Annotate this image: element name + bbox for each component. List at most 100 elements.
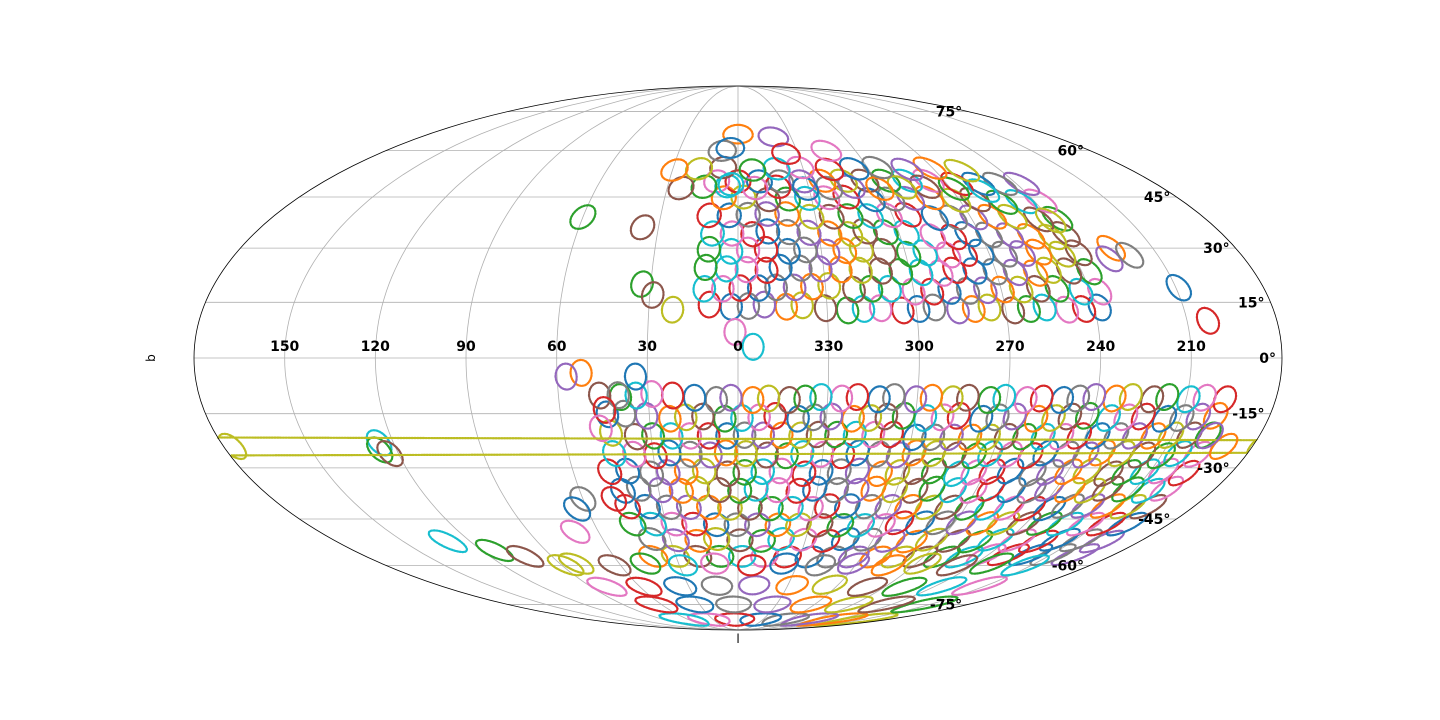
field-footprint (740, 220, 766, 248)
field-footprint (1091, 475, 1125, 502)
field-footprint (793, 384, 817, 413)
field-footprint (754, 187, 782, 213)
field-footprint (951, 239, 979, 268)
field-footprint (639, 511, 668, 537)
field-footprint (1022, 259, 1049, 287)
field-footprint (914, 185, 945, 211)
field-footprint (691, 457, 717, 485)
field-footprint (875, 202, 903, 229)
field-footprint (614, 493, 642, 520)
field-footprint (643, 442, 668, 470)
tick-labels: 150 120 90 60 30 0 330 300 270 240 21075°60°45°30°… (270, 105, 1276, 614)
field-footprint (846, 576, 889, 598)
field-footprint (723, 512, 751, 538)
x-tick-label: 330 (814, 339, 843, 355)
field-footprint (1052, 440, 1080, 468)
field-footprint (667, 175, 695, 201)
field-footprint (805, 512, 834, 538)
field-footprint (798, 203, 825, 230)
field-footprint (857, 203, 885, 230)
field-footprint (699, 552, 730, 575)
field-footprint (1078, 529, 1126, 554)
field-footprint (904, 510, 936, 536)
field-footprint (1095, 245, 1124, 273)
field-footprint (655, 494, 683, 521)
field-footprint (935, 528, 972, 553)
field-footprint (1029, 384, 1054, 413)
field-footprint (735, 201, 762, 228)
field-footprint (880, 545, 916, 569)
field-footprint (365, 436, 394, 464)
field-footprint (1005, 510, 1042, 536)
y-tick-label: 60° (1058, 144, 1084, 160)
field-footprint (546, 553, 585, 577)
field-footprint (814, 157, 845, 182)
field-footprint (569, 485, 597, 512)
field-footprint (713, 612, 756, 627)
field-footprint (1024, 238, 1053, 266)
field-footprint (819, 402, 844, 431)
field-footprint (727, 477, 753, 504)
field-footprint (629, 552, 662, 575)
field-footprint (1147, 457, 1180, 485)
field-footprint (985, 510, 1021, 536)
field-footprint (1075, 257, 1103, 286)
field-footprint (751, 421, 776, 450)
field-footprint (976, 527, 1015, 552)
field-footprint (767, 526, 796, 552)
field-footprint (908, 258, 934, 287)
field-footprint (830, 442, 856, 470)
field-footprint (986, 543, 1031, 567)
field-footprint (960, 458, 988, 486)
y-tick-label: -75° (930, 597, 962, 613)
field-footprint (634, 595, 679, 614)
field-footprint (660, 381, 685, 410)
field-footprint (1127, 441, 1157, 469)
field-footprint (919, 222, 947, 250)
field-footprint (764, 512, 792, 538)
meridian-gridline (374, 85, 739, 631)
field-footprint (881, 576, 928, 598)
field-footprint (843, 477, 870, 504)
field-footprint (956, 529, 994, 554)
field-footprint (774, 442, 799, 470)
field-footprint (903, 552, 942, 575)
field-footprint (1165, 273, 1193, 302)
field-footprint (937, 277, 962, 305)
field-footprint (928, 259, 954, 287)
field-footprint (1032, 293, 1057, 322)
field-footprint (838, 156, 870, 181)
field-footprint (874, 402, 899, 431)
field-footprint (918, 475, 946, 502)
meridian-gridline (284, 85, 739, 631)
field-footprint (958, 477, 988, 504)
field-footprint (849, 168, 880, 193)
field-footprint (586, 576, 628, 598)
field-footprint (925, 510, 957, 536)
field-footprint (766, 169, 795, 194)
field-footprint (668, 477, 695, 504)
y-tick-label: -30° (1197, 461, 1229, 477)
field-footprint (901, 477, 929, 504)
field-footprint (741, 175, 769, 201)
field-footprint (748, 528, 776, 553)
field-footprint (746, 274, 771, 302)
field-footprint (1004, 188, 1039, 215)
field-footprint (848, 235, 874, 263)
field-footprint (884, 458, 911, 486)
field-footprint (686, 612, 731, 627)
y-tick-label: 0° (1259, 351, 1276, 367)
field-footprint (715, 136, 746, 160)
field-footprint (737, 574, 771, 596)
field-footprint (1072, 457, 1102, 485)
field-footprint (1168, 404, 1195, 433)
field-footprint (977, 293, 1002, 322)
field-footprint (629, 214, 656, 241)
field-footprint (835, 296, 860, 325)
field-footprint (823, 595, 875, 614)
field-footprint (906, 294, 931, 324)
field-footprint (696, 202, 723, 229)
field-footprint (828, 255, 853, 284)
field-footprint (826, 458, 852, 486)
field-footprint (1068, 277, 1094, 306)
